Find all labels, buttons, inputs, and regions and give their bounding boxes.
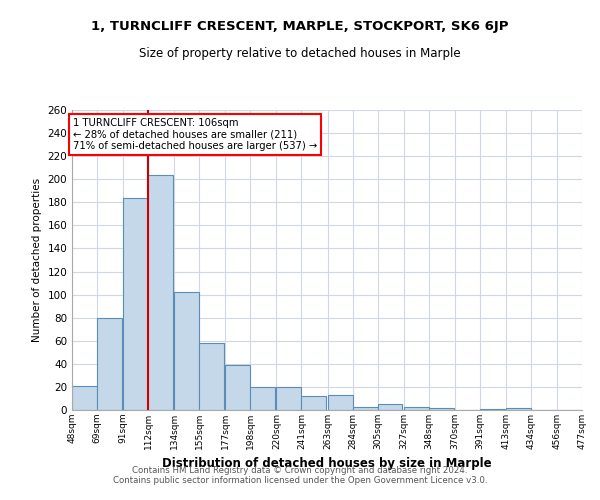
X-axis label: Distribution of detached houses by size in Marple: Distribution of detached houses by size …	[162, 458, 492, 470]
Bar	[72, 386, 97, 410]
Bar	[148, 174, 173, 410]
Bar	[480, 409, 505, 410]
Text: Size of property relative to detached houses in Marple: Size of property relative to detached ho…	[139, 48, 461, 60]
Bar	[250, 387, 275, 410]
Text: 1 TURNCLIFF CRESCENT: 106sqm
← 28% of detached houses are smaller (211)
71% of s: 1 TURNCLIFF CRESCENT: 106sqm ← 28% of de…	[73, 118, 317, 152]
Text: 1, TURNCLIFF CRESCENT, MARPLE, STOCKPORT, SK6 6JP: 1, TURNCLIFF CRESCENT, MARPLE, STOCKPORT…	[91, 20, 509, 33]
Bar	[199, 343, 224, 410]
Bar	[97, 318, 122, 410]
Bar	[328, 395, 353, 410]
Bar	[377, 404, 403, 410]
Bar	[404, 406, 428, 410]
Bar	[174, 292, 199, 410]
Bar	[506, 408, 531, 410]
Bar	[123, 198, 148, 410]
Bar	[301, 396, 326, 410]
Bar	[428, 408, 454, 410]
Bar	[226, 365, 250, 410]
Text: Contains HM Land Registry data © Crown copyright and database right 2024.
Contai: Contains HM Land Registry data © Crown c…	[113, 466, 487, 485]
Y-axis label: Number of detached properties: Number of detached properties	[32, 178, 42, 342]
Bar	[277, 387, 301, 410]
Bar	[353, 406, 377, 410]
